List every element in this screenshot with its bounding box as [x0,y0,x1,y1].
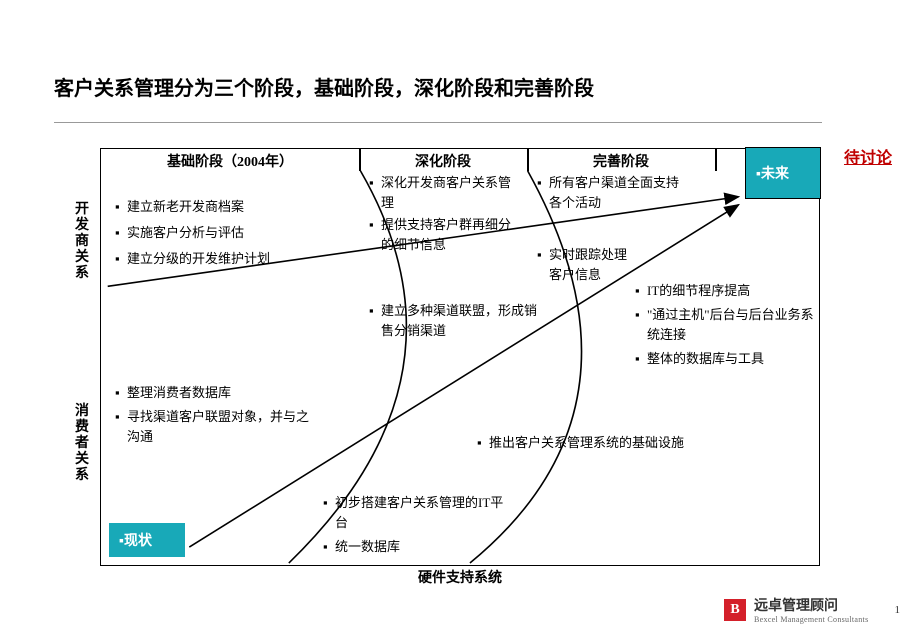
bullets-crm-infra: 推出客户关系管理系统的基础设施 [477,433,687,453]
bullets-it-platform: 初步搭建客户关系管理的IT平台 统一数据库 [323,493,513,557]
bullets-realtime: 实时跟踪处理客户信息 [537,245,627,285]
future-state-box: ▪未来 [745,147,821,199]
bullet-item: 实施客户分析与评估 [115,223,311,243]
bullets-consumer-db: 整理消费者数据库 寻找渠道客户联盟对象，并与之沟通 [115,383,315,447]
logo-icon: B [724,599,746,621]
bullets-stage2-dev: 深化开发商客户关系管理 提供支持客户群再细分的细节信息 [369,173,519,256]
bullets-stage3-dev: 所有客户渠道全面支持各个活动 [537,173,687,213]
logo-text-cn: 远卓管理顾问 [754,599,838,614]
bullets-it: IT的细节程序提高 "通过主机"后台与后台业务系统连接 整体的数据库与工具 [635,281,823,370]
bullets-stage1-dev: 建立新老开发商档案 实施客户分析与评估 建立分级的开发维护计划 [115,197,311,269]
bullet-item: "通过主机"后台与后台业务系统连接 [635,305,823,345]
logo-text-en: Bexcel Management Consultants [754,615,868,624]
bullet-item: 建立分级的开发维护计划 [115,249,311,269]
col-head-2: 深化阶段 [359,151,527,171]
bullets-channel: 建立多种渠道联盟，形成销售分销渠道 [369,301,539,341]
bullet-item: 所有客户渠道全面支持各个活动 [537,173,687,213]
col-divider-3 [715,149,717,171]
current-state-box: ▪现状 [109,523,185,557]
x-axis-label: 硬件支持系统 [101,567,819,587]
y-label-developer: 开发商关系 [74,202,90,282]
bullet-item: IT的细节程序提高 [635,281,823,301]
logo-text: 远卓管理顾问 Bexcel Management Consultants [754,595,868,624]
bullet-item: 推出客户关系管理系统的基础设施 [477,433,687,453]
bullet-item: 初步搭建客户关系管理的IT平台 [323,493,513,533]
title-divider [54,122,822,123]
discuss-label: 待讨论 [844,144,892,168]
bullet-item: 实时跟踪处理客户信息 [537,245,627,285]
stage-diagram: 基础阶段（2004年） 深化阶段 完善阶段 ▪现状 ▪未来 建立新老开发商档案 … [100,148,820,566]
bullet-item: 深化开发商客户关系管理 [369,173,519,213]
bullet-item: 寻找渠道客户联盟对象，并与之沟通 [115,407,315,447]
bullet-item: 提供支持客户群再细分的细节信息 [369,215,519,255]
bullet-item: 建立新老开发商档案 [115,197,311,217]
col-head-3: 完善阶段 [527,151,715,171]
bullet-item: 统一数据库 [323,537,513,557]
bullet-item: 整理消费者数据库 [115,383,315,403]
footer: B 远卓管理顾问 Bexcel Management Consultants 1 [724,595,900,624]
col-head-1: 基础阶段（2004年） [101,151,359,171]
slide-title: 客户关系管理分为三个阶段，基础阶段，深化阶段和完善阶段 [54,72,594,101]
page-number: 1 [895,604,901,616]
bullet-item: 整体的数据库与工具 [635,349,823,369]
y-label-consumer: 消费者关系 [74,404,90,484]
bullet-item: 建立多种渠道联盟，形成销售分销渠道 [369,301,539,341]
